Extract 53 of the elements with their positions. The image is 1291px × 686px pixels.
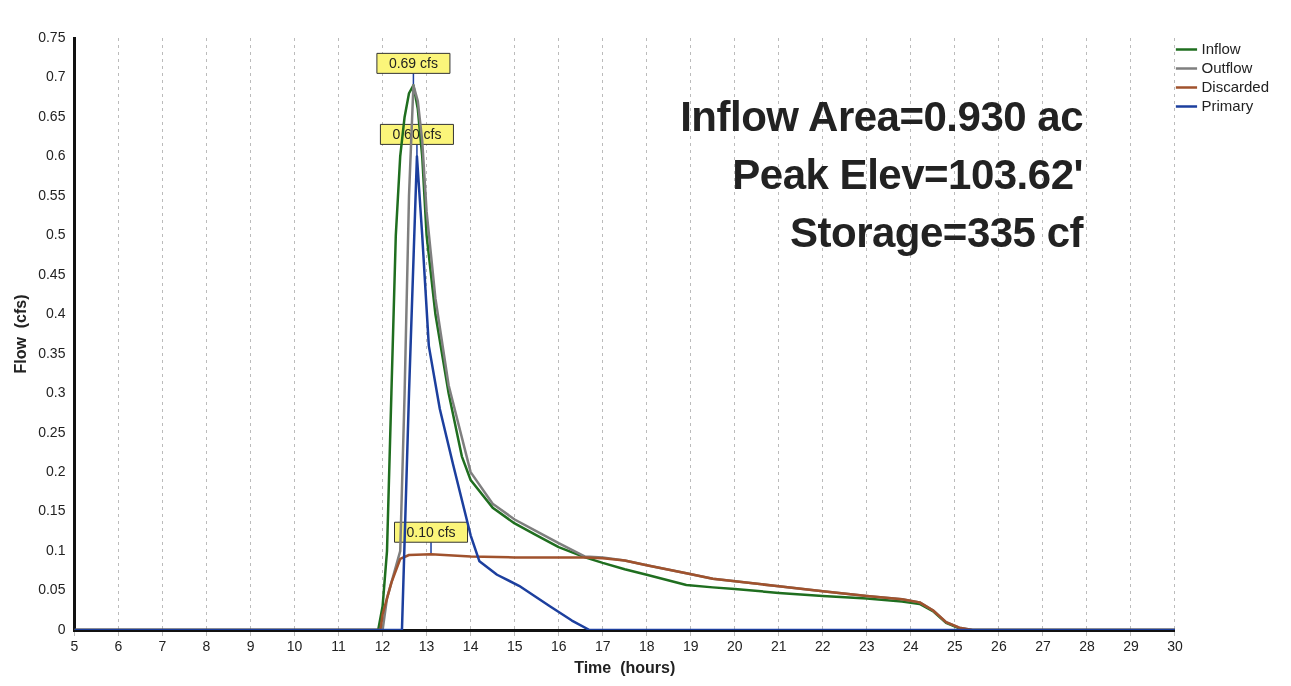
- x-tick-label: 13: [418, 638, 435, 655]
- x-tick-label: 18: [638, 638, 655, 655]
- annotation: 0.10 cfs: [406, 524, 456, 541]
- x-tick-label: 24: [903, 638, 919, 655]
- y-tick-label: 0.1: [45, 541, 66, 558]
- annotation: Storage=335 cf: [789, 208, 1083, 258]
- legend-label: Primary: [1201, 96, 1254, 114]
- x-tick-label: 10: [286, 638, 303, 655]
- x-tick-label: 16: [550, 638, 567, 655]
- x-tick-label: 27: [1035, 638, 1051, 655]
- x-tick-label: 17: [594, 638, 611, 655]
- y-tick-label: 0: [57, 620, 66, 637]
- y-tick-label: 0.2: [45, 462, 66, 479]
- y-tick-label: 0.65: [38, 107, 66, 124]
- x-tick-label: 26: [991, 638, 1007, 655]
- legend-label: Discarded: [1201, 77, 1269, 95]
- x-tick-label: 23: [859, 638, 875, 655]
- y-tick-label: 0.5: [45, 226, 66, 243]
- legend-label: Inflow: [1201, 39, 1241, 57]
- x-tick-label: 9: [246, 638, 255, 655]
- x-tick-label: 5: [70, 638, 79, 655]
- x-tick-label: 7: [158, 638, 167, 655]
- x-tick-label: 20: [726, 638, 743, 655]
- x-tick-label: 25: [947, 638, 963, 655]
- x-tick-label: 15: [506, 638, 523, 655]
- x-tick-label: 21: [770, 638, 787, 655]
- y-tick-label: 0.45: [38, 265, 66, 282]
- y-axis-title: Flow (cfs): [12, 294, 30, 374]
- x-tick-label: 19: [682, 638, 699, 655]
- x-tick-label: 28: [1079, 638, 1095, 655]
- x-tick-label: 29: [1123, 638, 1139, 655]
- y-tick-label: 0.3: [45, 384, 66, 401]
- x-tick-label: 12: [374, 638, 391, 655]
- y-tick-label: 0.15: [38, 502, 66, 519]
- y-tick-label: 0.05: [38, 581, 66, 598]
- x-tick-label: 6: [114, 638, 123, 655]
- x-tick-label: 14: [462, 638, 479, 655]
- x-tick-label: 22: [815, 638, 831, 655]
- legend-label: Outflow: [1201, 58, 1253, 76]
- y-tick-label: 0.4: [45, 305, 66, 322]
- y-tick-label: 0.25: [38, 423, 66, 440]
- y-tick-label: 0.35: [38, 344, 66, 361]
- y-tick-label: 0.7: [45, 68, 66, 85]
- annotation: 0.69 cfs: [388, 55, 438, 72]
- annotation: Peak Elev=103.62': [731, 150, 1083, 200]
- x-tick-label: 8: [202, 638, 211, 655]
- x-tick-label: 11: [331, 638, 347, 655]
- annotation: Inflow Area=0.930 ac: [680, 92, 1083, 142]
- y-tick-label: 0.75: [38, 28, 66, 45]
- x-tick-label: 30: [1167, 638, 1183, 655]
- y-tick-label: 0.55: [38, 186, 66, 203]
- y-tick-label: 0.6: [45, 147, 66, 164]
- x-axis-title: Time (hours): [574, 658, 676, 676]
